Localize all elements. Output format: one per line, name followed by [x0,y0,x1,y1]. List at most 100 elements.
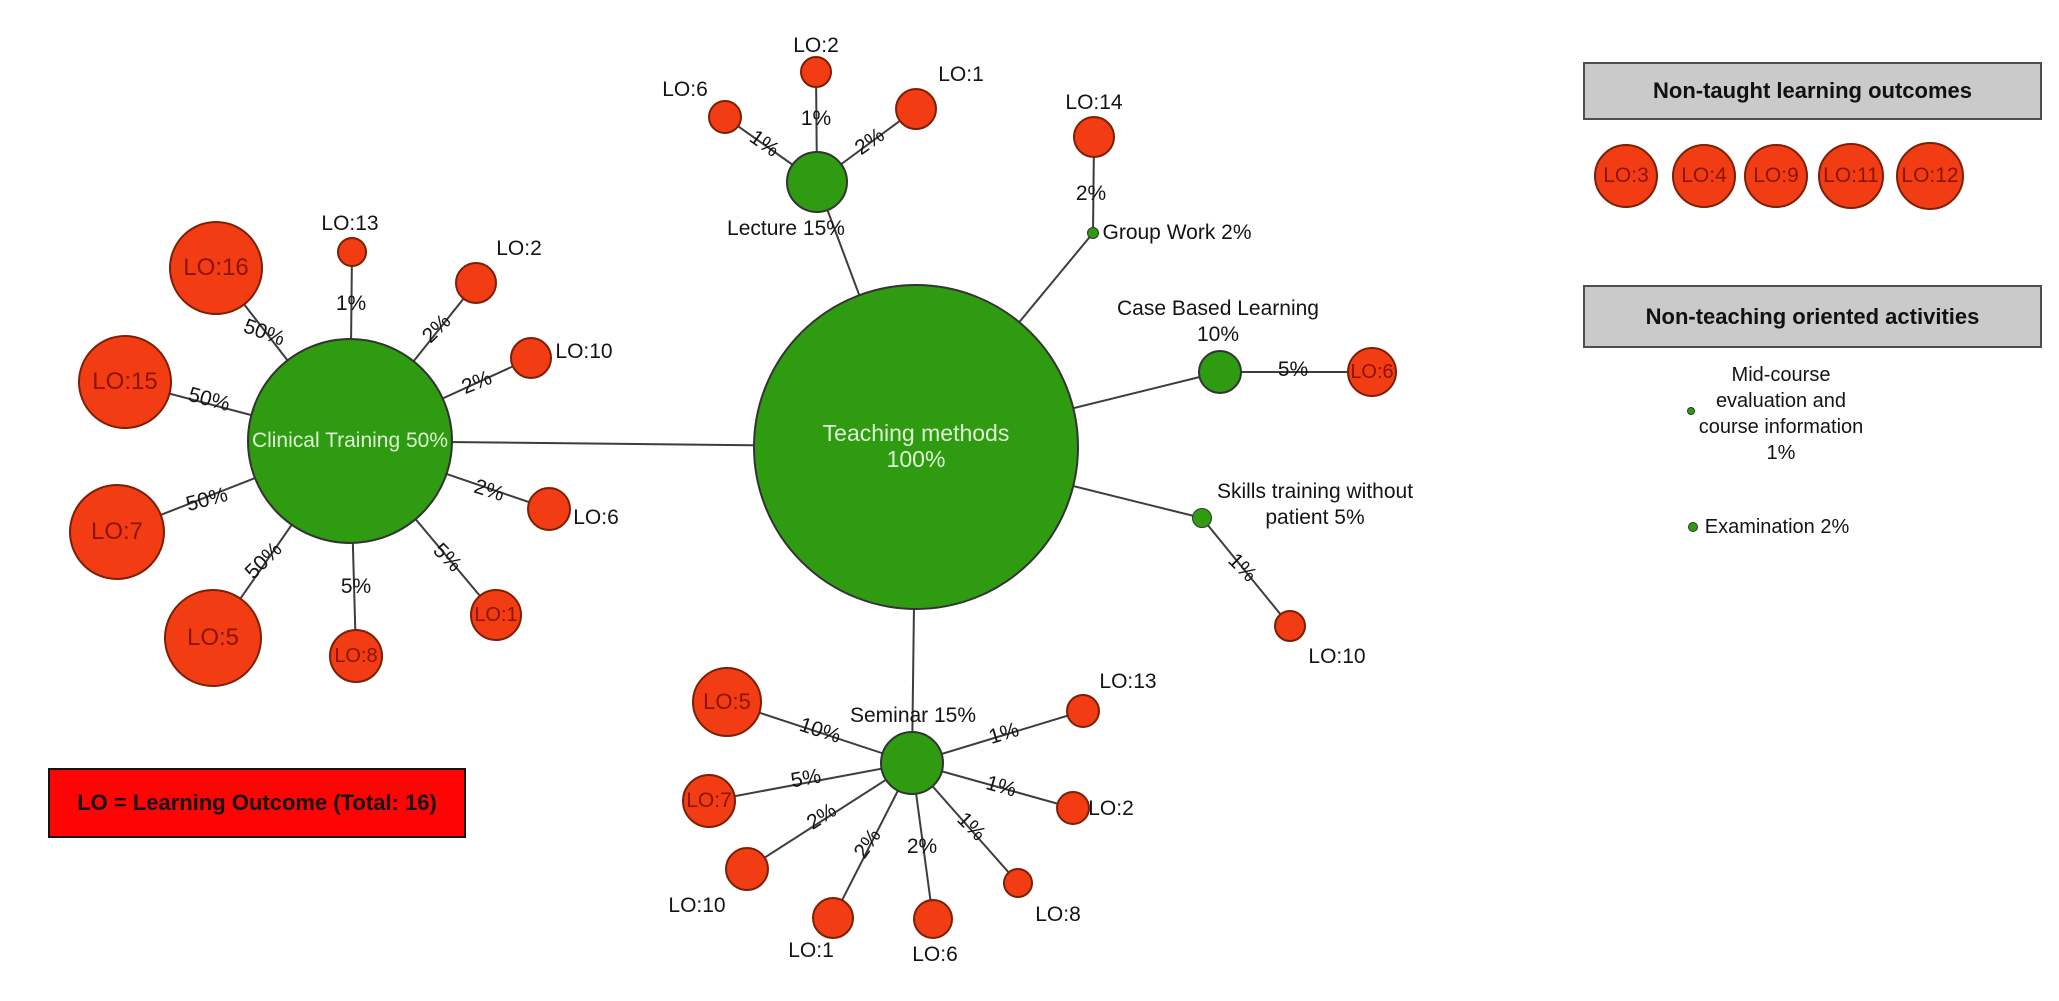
activity-dot-1-circle [1688,522,1698,532]
node-ct-lo15-circle: LO:15 [78,335,172,429]
node-sem-lo6-label: LO:6 [912,942,958,966]
node-clinical-training-label: Clinical Training 50% [251,429,449,453]
edge-label-clinical-training-ct-lo16: 50% [240,314,288,351]
node-sem-lo8-label: LO:8 [1035,902,1081,926]
edge-label-clinical-training-ct-lo7: 50% [183,482,231,517]
node-ct-lo8-label: LO:8 [334,644,378,667]
node-ct-lo6-label: LO:6 [573,505,619,529]
midcourse-line-3: course information [1698,416,1864,438]
node-cbl-lo6-circle: LO:6 [1347,347,1397,397]
edge-label-seminar-sem-lo5: 10% [796,713,844,748]
node-case-based-learning-label: Case Based Learning 10% [1117,296,1319,346]
edge-label-clinical-training-ct-lo13: 1% [335,292,367,315]
node-ct-lo1-label: LO:1 [474,603,518,626]
node-sem-lo7-circle: LO:7 [682,774,736,828]
node-ct-lo16-circle: LO:16 [169,221,263,315]
node-lec-lo6-circle [708,100,742,134]
node-lecture-label: Lecture 15% [727,216,845,240]
node-seminar-label: Seminar 15% [849,703,977,727]
node-sem-lo1-label: LO:1 [788,938,834,962]
panel-outcome-lo3-circle: LO:3 [1594,144,1658,208]
node-sem-lo13-circle [1066,694,1100,728]
node-ct-lo13-circle [337,237,367,267]
legend-text: LO = Learning Outcome (Total: 16) [77,790,437,815]
examination-activity-label: Examination 2% [1705,514,1850,540]
edge-label-clinical-training-ct-lo2: 2% [417,309,456,348]
legend-box: LO = Learning Outcome (Total: 16) [48,768,466,838]
midcourse-line-4: 1% [1766,442,1796,464]
midcourse-activity-label: Mid-course evaluation and course informa… [1699,362,1864,466]
midcourse-line-1: Mid-course [1731,364,1831,386]
node-sem-lo2-circle [1056,791,1090,825]
node-seminar-circle [880,731,944,795]
edge-label-lecture-lec-lo6: 1% [745,125,784,162]
midcourse-line-2: evaluation and [1715,390,1847,412]
node-sem-lo2-label: LO:2 [1088,796,1134,820]
node-sem-lo5-label: LO:5 [703,688,751,714]
panel-outcome-lo11-circle: LO:11 [1818,143,1884,209]
activity-dot-0-circle [1687,407,1695,415]
node-clinical-training-circle: Clinical Training 50% [247,338,453,544]
node-ct-lo15-label: LO:15 [92,367,158,395]
node-ct-lo16-label: LO:16 [183,253,249,281]
node-sem-lo10-label: LO:10 [668,893,726,917]
node-sem-lo13-label: LO:13 [1099,669,1157,693]
edge-label-clinical-training-ct-lo5: 50% [240,537,287,584]
node-ct-lo1-circle: LO:1 [470,589,522,641]
edge-label-skills-training-sk-lo10: 1% [1223,548,1262,587]
edge-label-clinical-training-ct-lo1: 5% [428,538,467,577]
non-taught-outcomes-header: Non-taught learning outcomes [1583,62,2042,120]
node-ct-lo7-label: LO:7 [90,517,144,545]
edge-label-case-based-learning-cbl-lo6: 5% [1277,358,1309,381]
edge-label-clinical-training-ct-lo15: 50% [185,382,233,417]
edge-label-seminar-sem-lo8: 1% [952,807,991,846]
edge-label-clinical-training-ct-lo10: 2% [458,366,496,399]
node-sem-lo5-circle: LO:5 [692,667,762,737]
node-lec-lo6-label: LO:6 [662,77,708,101]
examination-line-1: Examination 2% [1704,516,1850,538]
node-sk-lo10-circle [1274,610,1306,642]
edge-label-seminar-sem-lo7: 5% [788,764,823,793]
node-group-work-circle [1087,227,1099,239]
node-teaching-methods-label: Teaching methods [822,420,1010,447]
node-ct-lo2-label: LO:2 [496,236,542,260]
edge-label-group-work-gw-lo14: 2% [1075,182,1107,205]
node-sk-lo10-label: LO:10 [1308,644,1366,668]
node-ct-lo2-circle [455,262,497,304]
edge-label-lecture-lec-lo1: 2% [850,123,889,160]
edge-label-seminar-sem-lo1: 2% [849,824,886,863]
node-skills-training-label: Skills training without patient 5% [1216,479,1414,529]
node-gw-lo14-label: LO:14 [1065,90,1123,114]
panel-outcome-lo12-circle: LO:12 [1896,142,1964,210]
edge-label-lecture-lec-lo2: 1% [800,107,832,130]
node-ct-lo13-label: LO:13 [321,211,379,235]
node-ct-lo10-label: LO:10 [555,339,613,363]
node-ct-lo10-circle [510,337,552,379]
node-lec-lo1-circle [895,88,937,130]
edge-label-seminar-sem-lo10: 2% [802,798,841,835]
edge-label-clinical-training-ct-lo6: 2% [471,474,508,507]
edge-label-seminar-sem-lo2: 1% [983,771,1019,802]
node-gw-lo14-circle [1073,116,1115,158]
non-teaching-activities-header: Non-teaching oriented activities [1583,285,2042,348]
edge-label-seminar-sem-lo13: 1% [985,718,1022,749]
node-lec-lo2-label: LO:2 [793,33,839,57]
node-sem-lo1-circle [812,897,854,939]
node-sem-lo7-label: LO:7 [686,789,732,813]
panel-outcome-lo9-circle: LO:9 [1744,144,1808,208]
node-ct-lo6-circle [527,487,571,531]
edge-label-seminar-sem-lo6: 2% [906,835,938,858]
node-sem-lo6-circle [913,899,953,939]
non-teaching-activities-title: Non-teaching oriented activities [1645,303,1980,329]
node-lec-lo1-label: LO:1 [938,62,984,86]
node-sem-lo8-circle [1003,868,1033,898]
node-ct-lo7-circle: LO:7 [69,484,165,580]
node-lec-lo2-circle [800,56,832,88]
node-group-work-label: Group Work 2% [1102,220,1252,244]
panel-outcome-lo4-circle: LO:4 [1672,144,1736,208]
node-ct-lo5-circle: LO:5 [164,589,262,687]
non-taught-outcomes-title: Non-taught learning outcomes [1653,78,1972,103]
edge-label-clinical-training-ct-lo8: 5% [340,575,372,598]
